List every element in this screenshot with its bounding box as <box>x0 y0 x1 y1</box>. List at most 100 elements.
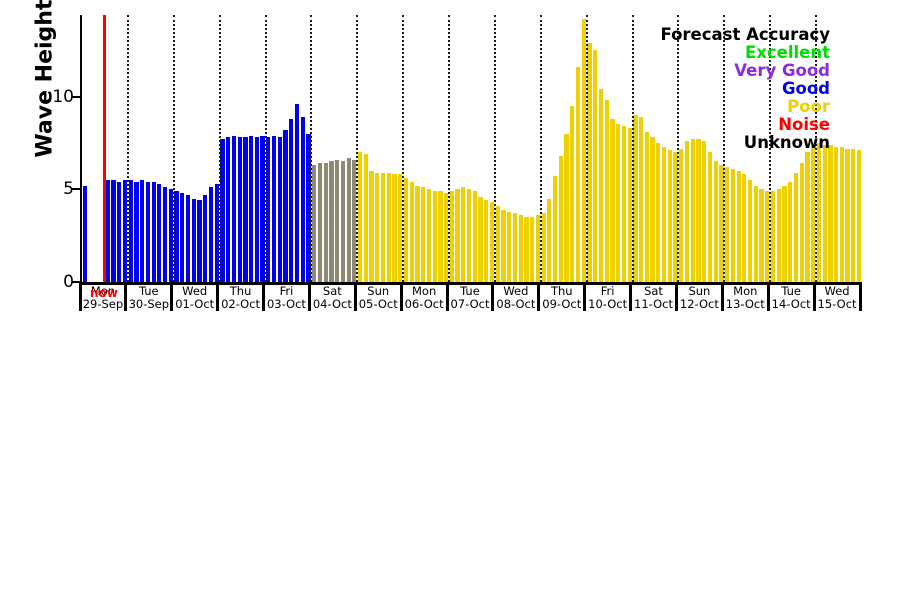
wave-bar <box>122 180 128 282</box>
plot-area <box>80 15 862 285</box>
date-label: 02-Oct <box>221 296 261 311</box>
wave-bar <box>243 137 248 282</box>
wave-bar <box>409 181 414 282</box>
day-gridline <box>310 15 313 282</box>
x-axis-day-label: Fri 10-Oct <box>585 285 631 310</box>
day-gridline <box>264 15 267 282</box>
now-label: now <box>89 286 118 300</box>
x-axis-boundary-tick <box>629 282 633 311</box>
date-label: 09-Oct <box>542 296 582 311</box>
day-of-week-label: Fri <box>279 284 294 298</box>
x-axis-boundary-tick <box>170 282 174 311</box>
x-axis-day-label: Wed 15-Oct <box>814 285 860 310</box>
wave-bar <box>283 129 288 282</box>
wave-bar <box>811 144 816 282</box>
wave-bar <box>713 161 718 282</box>
wave-bar <box>598 89 604 282</box>
wave-bar <box>145 181 150 282</box>
wave-bar <box>552 176 558 282</box>
wave-bar <box>151 181 156 282</box>
x-axis-boundary-tick <box>307 282 311 311</box>
wave-bar <box>426 189 432 282</box>
wave-bar <box>208 187 214 282</box>
x-axis-boundary-tick <box>720 282 724 311</box>
x-axis-boundary-tick <box>583 282 587 311</box>
wave-bar <box>398 174 403 282</box>
wave-bar <box>495 205 500 282</box>
day-of-week-label: Wed <box>182 284 208 298</box>
wave-bar <box>455 189 460 282</box>
wave-bar <box>472 191 477 282</box>
wave-bar <box>352 159 357 282</box>
x-axis-boundary-tick <box>216 282 220 311</box>
day-gridline <box>126 15 129 282</box>
wave-bar <box>128 180 133 282</box>
x-axis-boundary-tick <box>858 282 862 311</box>
x-axis-day-label: Tue 07-Oct <box>447 285 493 310</box>
wave-bar <box>679 148 684 282</box>
legend-item-excellent: Excellent <box>744 43 830 62</box>
wave-bar <box>627 128 632 282</box>
wave-bar <box>432 191 437 282</box>
wave-bar <box>461 187 466 282</box>
wave-bar <box>180 193 185 282</box>
date-label: 04-Oct <box>312 296 352 311</box>
wave-bar <box>168 189 173 282</box>
wave-bar <box>214 183 219 282</box>
wave-bar <box>667 150 672 282</box>
day-gridline <box>631 15 634 282</box>
wave-bar <box>254 137 259 282</box>
y-tick-mark <box>72 95 80 98</box>
wave-bar <box>82 185 87 282</box>
wave-bar <box>386 172 391 282</box>
day-of-week-label: Thu <box>550 284 573 298</box>
wave-bar <box>403 178 409 282</box>
wave-bar <box>587 42 592 282</box>
wave-bar <box>117 181 122 282</box>
date-label: 05-Oct <box>358 296 398 311</box>
x-axis-boundary-tick <box>766 282 770 311</box>
wave-bar <box>684 141 690 282</box>
x-axis-day-label: Thu 02-Oct <box>218 285 264 310</box>
wave-bar <box>191 198 196 282</box>
date-label: 01-Oct <box>175 296 215 311</box>
wave-bar <box>805 152 810 282</box>
day-gridline <box>677 15 680 282</box>
day-of-week-label: Tue <box>138 284 159 298</box>
wave-bar <box>661 146 667 282</box>
wave-bar <box>134 181 139 282</box>
wave-bar <box>547 198 552 282</box>
wave-bar <box>203 194 208 282</box>
wave-bar <box>747 180 753 282</box>
legend-item-noise: Noise <box>778 115 830 134</box>
day-of-week-label: Sat <box>322 284 342 298</box>
x-axis-boundary-tick <box>353 282 357 311</box>
wave-bar <box>489 202 495 282</box>
y-tick-label: 0 <box>63 272 74 292</box>
wave-bar <box>363 154 368 282</box>
wave-bar <box>157 183 162 282</box>
day-gridline <box>448 15 451 282</box>
legend-item-poor: Poor <box>787 97 830 116</box>
date-label: 03-Oct <box>266 296 306 311</box>
day-of-week-label: Tue <box>460 284 480 298</box>
date-label: 29-Sep <box>82 296 124 311</box>
legend: Forecast Accuracy Excellent Very Good Good… <box>660 26 830 152</box>
wave-bar <box>300 116 305 282</box>
x-axis-day-label: Sun 12-Oct <box>676 285 722 310</box>
wave-bar <box>575 66 581 282</box>
y-tick-mark <box>72 188 80 191</box>
wave-bar <box>673 152 678 282</box>
wave-bar <box>501 209 506 282</box>
wave-bar <box>604 100 609 282</box>
wave-bar <box>530 217 535 282</box>
wave-bar <box>444 193 449 282</box>
wave-bar <box>380 172 386 282</box>
x-axis-day-label: Sat 04-Oct <box>309 285 355 310</box>
day-gridline <box>218 15 221 282</box>
wave-bar <box>271 135 277 282</box>
x-axis-boundary-tick <box>399 282 403 311</box>
x-axis-day-label: Mon 13-Oct <box>722 285 768 310</box>
wave-bar <box>392 174 397 282</box>
wave-bar <box>639 116 644 282</box>
